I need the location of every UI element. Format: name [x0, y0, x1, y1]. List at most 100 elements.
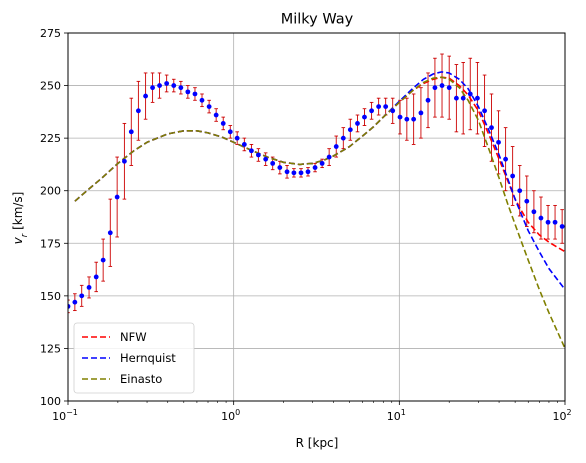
data-point: [86, 285, 92, 290]
data-point: [467, 91, 473, 97]
data-point: [93, 274, 99, 280]
data-point: [340, 135, 346, 141]
data-point: [524, 198, 530, 204]
data-point: [489, 125, 494, 131]
data-point: [185, 89, 191, 95]
data-point: [143, 93, 148, 99]
data-point: [545, 219, 551, 225]
data-point: [425, 97, 431, 103]
data-point: [263, 156, 269, 162]
data-point: [157, 83, 162, 88]
data-point: [355, 121, 360, 126]
data-point: [135, 108, 141, 114]
data-point: [496, 139, 501, 145]
axes-frame: [67, 32, 566, 402]
data-point: [404, 116, 410, 122]
data-point: [241, 142, 247, 147]
x-tick-label: 101: [387, 408, 406, 423]
data-point: [298, 170, 304, 176]
data-point: [305, 169, 311, 175]
x-axis-label: R [kpc]: [296, 436, 339, 450]
y-tick-label: 250: [40, 80, 61, 93]
y-tick-label: 175: [40, 237, 61, 250]
data-point: [531, 209, 537, 215]
data-point: [475, 95, 480, 101]
data-point: [284, 169, 290, 175]
data-point: [411, 116, 417, 122]
data-point: [326, 154, 332, 160]
grid: [67, 32, 566, 402]
data-point: [213, 112, 219, 118]
data-point: [192, 91, 198, 97]
data-point: [538, 215, 544, 221]
data-point: [199, 97, 205, 103]
data-point: [255, 152, 261, 158]
plot-area: [68, 53, 565, 349]
data-point: [517, 188, 523, 194]
data-point: [439, 83, 445, 88]
data-point: [249, 148, 254, 154]
data-point: [397, 114, 403, 120]
y-axis-label-symbol: v: [11, 236, 25, 244]
data-point: [390, 108, 396, 114]
data-point: [107, 230, 113, 236]
y-tick-label: 225: [40, 132, 61, 145]
data-point: [446, 85, 452, 91]
y-tick-label: 275: [40, 27, 61, 40]
data-point: [164, 81, 170, 86]
data-point: [362, 114, 367, 120]
y-axis-label-unit: [km/s]: [11, 192, 25, 234]
data-point: [369, 108, 374, 114]
chart-title: Milky Way: [281, 12, 354, 28]
x-tick-label: 102: [552, 408, 571, 423]
data-point: [171, 83, 177, 88]
data-point: [312, 165, 318, 170]
data-point: [114, 194, 120, 200]
data-point: [453, 95, 459, 101]
y-tick-label: 150: [40, 290, 61, 303]
data-point: [234, 135, 240, 141]
legend-label-einasto: Einasto: [120, 372, 162, 386]
data-point: [510, 173, 516, 179]
x-tick-label: 10−1: [52, 408, 78, 423]
y-tick-label: 200: [40, 185, 61, 198]
data-point: [122, 158, 127, 164]
data-point: [460, 95, 466, 101]
data-point: [559, 224, 565, 229]
data-point: [206, 104, 212, 109]
data-point: [383, 104, 389, 109]
data-point: [178, 85, 184, 91]
legend: NFW Hernquist Einasto: [73, 322, 195, 394]
series-line-einasto: [74, 76, 565, 349]
data-point: [68, 303, 71, 309]
data-point: [376, 104, 382, 109]
data-point: [333, 144, 339, 149]
data-point: [418, 110, 424, 116]
data-point: [100, 257, 106, 263]
y-axis-label-subscript: r: [20, 233, 30, 237]
data-point: [552, 219, 558, 225]
legend-box: [73, 322, 195, 394]
y-tick-label: 100: [40, 395, 61, 408]
legend-label-hernquist: Hernquist: [120, 351, 176, 365]
x-tick-label: 100: [221, 408, 240, 423]
data-point: [72, 299, 78, 305]
data-point: [482, 108, 487, 114]
data-point: [220, 121, 226, 126]
data-point: [432, 85, 438, 91]
data-point: [79, 293, 85, 299]
y-axis-label: vr [km/s]: [11, 192, 30, 245]
legend-label-nfw: NFW: [120, 330, 147, 344]
data-point: [503, 156, 509, 162]
data-point: [277, 165, 283, 170]
data-point: [270, 160, 276, 166]
data-point: [291, 170, 297, 176]
data-point: [319, 160, 325, 166]
data-point: [227, 129, 233, 135]
data-point: [150, 85, 155, 91]
data-point: [128, 129, 134, 135]
data-point: [347, 127, 353, 133]
